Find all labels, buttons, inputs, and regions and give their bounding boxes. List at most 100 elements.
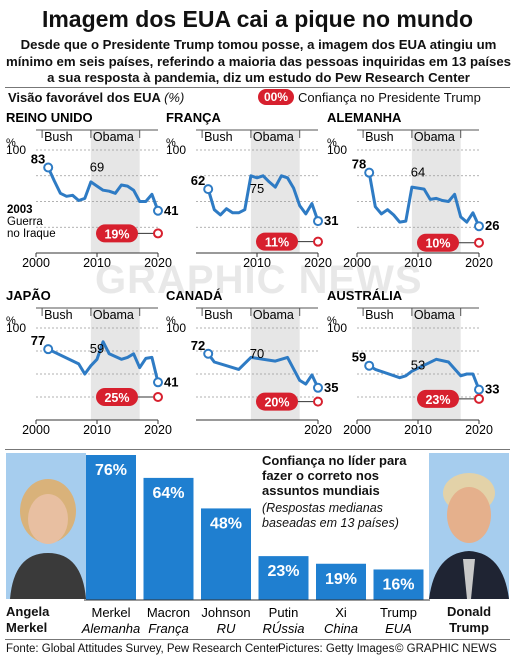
bar-value: 23% bbox=[267, 563, 299, 580]
bar-chart-subtitle: (Respostas medianas baseadas em 13 paíse… bbox=[262, 501, 399, 530]
iraq-annotation: no Iraque bbox=[7, 228, 56, 240]
era-obama: Obama bbox=[93, 130, 134, 144]
mid-value: 64 bbox=[411, 165, 425, 180]
bar-country: RU bbox=[217, 621, 236, 636]
confidence-value: 25% bbox=[104, 391, 129, 405]
era-bush: Bush bbox=[44, 130, 73, 144]
mid-value: 53 bbox=[411, 358, 425, 373]
era-obama: Obama bbox=[414, 308, 455, 322]
confidence-point bbox=[153, 392, 163, 402]
end-value: 41 bbox=[164, 374, 178, 389]
series-line bbox=[367, 172, 481, 227]
country-label: REINO UNIDO bbox=[6, 110, 93, 125]
confidence-point bbox=[313, 396, 323, 407]
end-value: 41 bbox=[164, 203, 178, 218]
bar bbox=[316, 563, 366, 600]
divider-top bbox=[5, 87, 510, 88]
start-value: 83 bbox=[31, 152, 45, 167]
era-obama: Obama bbox=[414, 130, 455, 144]
x-tick-label: 2000 bbox=[343, 423, 371, 437]
series-point bbox=[364, 360, 375, 371]
confidence-point bbox=[474, 237, 484, 248]
confidence-badge bbox=[256, 232, 298, 251]
y-tick-100: 100 bbox=[327, 143, 347, 157]
bar bbox=[373, 569, 424, 600]
merkel-photo bbox=[6, 453, 86, 599]
country-label: ALEMANHA bbox=[327, 110, 402, 125]
y-unit: % bbox=[6, 315, 16, 327]
confidence-badge bbox=[256, 392, 298, 411]
confidence-value: 11% bbox=[265, 236, 289, 250]
end-value: 26 bbox=[485, 218, 499, 233]
bar-country: China bbox=[324, 621, 358, 636]
confidence-badge bbox=[96, 224, 138, 243]
end-value: 35 bbox=[324, 380, 338, 395]
bar-category: Merkel bbox=[91, 605, 130, 620]
iraq-annotation: 2003 bbox=[7, 204, 33, 216]
bar-chart-title: Confiança no líder para fazer o correto … bbox=[262, 453, 407, 498]
bar bbox=[86, 455, 136, 600]
bar-value: 48% bbox=[210, 515, 242, 532]
y-tick-100: 100 bbox=[6, 143, 26, 157]
y-unit: % bbox=[327, 315, 337, 327]
bar-category: Johnson bbox=[201, 605, 250, 620]
confidence-value: 20% bbox=[264, 396, 289, 410]
bar-country: Alemanha bbox=[81, 621, 141, 636]
x-tick-label: 2000 bbox=[343, 256, 371, 270]
x-tick-label: 2020 bbox=[144, 423, 172, 437]
series-line bbox=[368, 357, 481, 391]
confidence-point bbox=[474, 393, 484, 404]
x-tick-label: 2020 bbox=[465, 423, 493, 437]
legend-text: Confiança no Presidente Trump bbox=[298, 89, 481, 105]
confidence-point bbox=[153, 228, 163, 239]
country-label: CANADÁ bbox=[166, 288, 223, 303]
trump-name: Donald Trump bbox=[447, 604, 492, 635]
section-unit: (%) bbox=[164, 90, 185, 105]
bar-category: Xi bbox=[335, 605, 347, 620]
panel-3: ALEMANHA Bush Obama%100 2000 2010 2020 78 64 26 1… bbox=[327, 110, 499, 270]
series-point bbox=[43, 344, 54, 355]
x-tick-label: 2010 bbox=[83, 423, 111, 437]
merkel-name: Angela Merkel bbox=[6, 604, 50, 635]
start-value: 62 bbox=[191, 173, 205, 188]
series-point bbox=[313, 382, 323, 393]
country-label: JAPÃO bbox=[6, 288, 51, 303]
iraq-annotation: Guerra bbox=[7, 216, 43, 228]
x-tick-label: 2010 bbox=[404, 256, 432, 270]
bar-category: Trump bbox=[380, 605, 417, 620]
page-subtitle: Desde que o Presidente Trump tomou posse… bbox=[6, 37, 512, 85]
x-tick-label: 2020 bbox=[144, 256, 172, 270]
era-bush: Bush bbox=[204, 130, 233, 144]
divider-middle bbox=[5, 449, 510, 450]
series-line bbox=[206, 174, 320, 222]
x-tick-label: 2010 bbox=[243, 256, 271, 270]
bar bbox=[143, 477, 194, 600]
start-value: 72 bbox=[191, 338, 205, 353]
y-unit: % bbox=[6, 137, 16, 149]
bar-category: Putin bbox=[269, 605, 299, 620]
x-tick-label: 2020 bbox=[304, 256, 332, 270]
pictures-credit: Pictures: Getty Images bbox=[278, 643, 395, 655]
copyright: © GRAPHIC NEWS bbox=[395, 643, 497, 655]
era-obama: Obama bbox=[93, 308, 134, 322]
bar-country: França bbox=[148, 621, 188, 636]
series-point bbox=[474, 384, 484, 395]
y-unit: % bbox=[166, 137, 176, 149]
x-tick-label: 2010 bbox=[83, 256, 111, 270]
confidence-point bbox=[313, 236, 323, 247]
section-label-text: Visão favorável dos EUA bbox=[8, 90, 161, 105]
start-value: 59 bbox=[352, 350, 366, 365]
source-text: Fonte: Global Attitudes Survey, Pew Rese… bbox=[6, 643, 280, 655]
confidence-badge bbox=[96, 388, 138, 406]
era-bush: Bush bbox=[44, 308, 73, 322]
bar-value: 64% bbox=[152, 485, 184, 502]
divider-bottom bbox=[5, 639, 510, 640]
confidence-badge bbox=[417, 233, 459, 252]
series-point bbox=[203, 184, 214, 195]
mid-value: 69 bbox=[90, 160, 104, 175]
x-tick-label: 2010 bbox=[404, 423, 432, 437]
series-point bbox=[43, 162, 54, 173]
